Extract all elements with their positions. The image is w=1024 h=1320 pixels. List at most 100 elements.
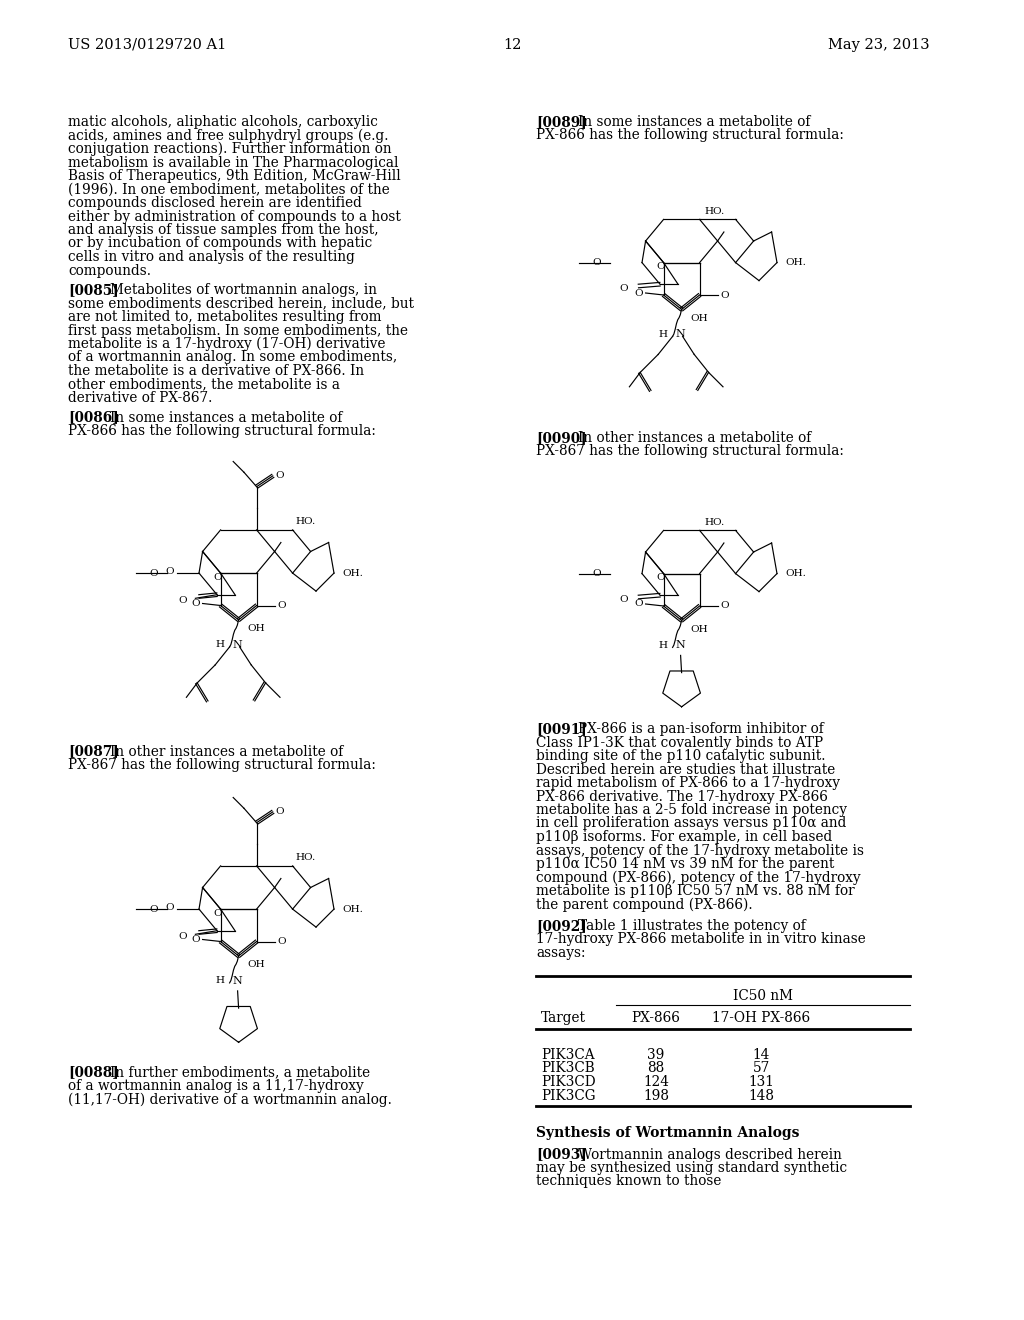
Text: Class IP1-3K that covalently binds to ATP: Class IP1-3K that covalently binds to AT… bbox=[536, 735, 823, 750]
Text: PX-866: PX-866 bbox=[632, 1011, 680, 1026]
Text: conjugation reactions). Further information on: conjugation reactions). Further informat… bbox=[68, 143, 391, 156]
Text: O: O bbox=[618, 595, 628, 603]
Text: some embodiments described herein, include, but: some embodiments described herein, inclu… bbox=[68, 297, 414, 310]
Text: H: H bbox=[658, 642, 668, 649]
Text: O: O bbox=[634, 289, 643, 297]
Text: PIK3CA: PIK3CA bbox=[541, 1048, 595, 1063]
Text: Basis of Therapeutics, 9th Edition, McGraw-Hill: Basis of Therapeutics, 9th Edition, McGr… bbox=[68, 169, 400, 183]
Text: 148: 148 bbox=[748, 1089, 774, 1102]
Text: either by administration of compounds to a host: either by administration of compounds to… bbox=[68, 210, 400, 223]
Text: In other instances a metabolite of: In other instances a metabolite of bbox=[579, 432, 812, 445]
Text: metabolite has a 2-5 fold increase in potency: metabolite has a 2-5 fold increase in po… bbox=[536, 803, 847, 817]
Text: first pass metabolism. In some embodiments, the: first pass metabolism. In some embodimen… bbox=[68, 323, 408, 338]
Text: OH.: OH. bbox=[785, 569, 806, 578]
Text: p110α IC50 14 nM vs 39 nM for the parent: p110α IC50 14 nM vs 39 nM for the parent bbox=[536, 857, 835, 871]
Text: [0088]: [0088] bbox=[68, 1065, 119, 1080]
Text: [0090]: [0090] bbox=[536, 432, 587, 445]
Text: Wortmannin analogs described herein: Wortmannin analogs described herein bbox=[579, 1147, 842, 1162]
Text: OH.: OH. bbox=[342, 569, 362, 578]
Text: N: N bbox=[676, 640, 685, 651]
Text: O: O bbox=[190, 935, 200, 944]
Text: PIK3CG: PIK3CG bbox=[541, 1089, 596, 1102]
Text: metabolism is available in The Pharmacological: metabolism is available in The Pharmacol… bbox=[68, 156, 398, 169]
Text: assays, potency of the 17-hydroxy metabolite is: assays, potency of the 17-hydroxy metabo… bbox=[536, 843, 864, 858]
Text: binding site of the p110 catalytic subunit.: binding site of the p110 catalytic subun… bbox=[536, 748, 825, 763]
Text: Metabolites of wortmannin analogs, in: Metabolites of wortmannin analogs, in bbox=[111, 282, 377, 297]
Text: O: O bbox=[178, 932, 187, 941]
Text: PIK3CD: PIK3CD bbox=[541, 1074, 596, 1089]
Text: [0092]: [0092] bbox=[536, 919, 587, 933]
Text: OH.: OH. bbox=[342, 904, 362, 913]
Text: assays:: assays: bbox=[536, 946, 586, 960]
Text: O: O bbox=[150, 904, 159, 913]
Text: O: O bbox=[656, 263, 665, 271]
Text: 17-hydroxy PX-866 metabolite in in vitro kinase: 17-hydroxy PX-866 metabolite in in vitro… bbox=[536, 932, 865, 946]
Text: matic alcohols, aliphatic alcohols, carboxylic: matic alcohols, aliphatic alcohols, carb… bbox=[68, 115, 378, 129]
Text: IC50 nM: IC50 nM bbox=[733, 990, 793, 1003]
Text: [0085]: [0085] bbox=[68, 282, 119, 297]
Text: p110β isoforms. For example, in cell based: p110β isoforms. For example, in cell bas… bbox=[536, 830, 833, 843]
Text: OH: OH bbox=[247, 624, 264, 634]
Text: N: N bbox=[232, 975, 243, 986]
Text: or by incubation of compounds with hepatic: or by incubation of compounds with hepat… bbox=[68, 236, 373, 251]
Text: O: O bbox=[178, 595, 187, 605]
Text: OH.: OH. bbox=[785, 259, 806, 267]
Text: O: O bbox=[593, 569, 601, 578]
Text: Target: Target bbox=[541, 1011, 586, 1026]
Text: HO.: HO. bbox=[296, 517, 315, 527]
Text: in cell proliferation assays versus p110α and: in cell proliferation assays versus p110… bbox=[536, 817, 847, 830]
Text: PX-866 has the following structural formula:: PX-866 has the following structural form… bbox=[536, 128, 844, 143]
Text: O: O bbox=[721, 290, 729, 300]
Text: O: O bbox=[166, 903, 174, 912]
Text: 198: 198 bbox=[643, 1089, 669, 1102]
Text: [0089]: [0089] bbox=[536, 115, 587, 129]
Text: PX-867 has the following structural formula:: PX-867 has the following structural form… bbox=[536, 445, 844, 458]
Text: may be synthesized using standard synthetic: may be synthesized using standard synthe… bbox=[536, 1162, 847, 1175]
Text: 12: 12 bbox=[503, 38, 521, 51]
Text: Described herein are studies that illustrate: Described herein are studies that illust… bbox=[536, 763, 836, 776]
Text: PX-866 derivative. The 17-hydroxy PX-866: PX-866 derivative. The 17-hydroxy PX-866 bbox=[536, 789, 827, 804]
Text: O: O bbox=[721, 602, 729, 610]
Text: (11,17-OH) derivative of a wortmannin analog.: (11,17-OH) derivative of a wortmannin an… bbox=[68, 1093, 392, 1107]
Text: compounds disclosed herein are identified: compounds disclosed herein are identifie… bbox=[68, 195, 361, 210]
Text: are not limited to, metabolites resulting from: are not limited to, metabolites resultin… bbox=[68, 310, 382, 323]
Text: H: H bbox=[215, 640, 224, 649]
Text: PX-866 has the following structural formula:: PX-866 has the following structural form… bbox=[68, 424, 376, 438]
Text: the parent compound (PX-866).: the parent compound (PX-866). bbox=[536, 898, 753, 912]
Text: OH: OH bbox=[247, 961, 264, 969]
Text: In other instances a metabolite of: In other instances a metabolite of bbox=[111, 744, 344, 759]
Text: 14: 14 bbox=[753, 1048, 770, 1063]
Text: O: O bbox=[275, 471, 285, 480]
Text: of a wortmannin analog. In some embodiments,: of a wortmannin analog. In some embodime… bbox=[68, 351, 397, 364]
Text: In further embodiments, a metabolite: In further embodiments, a metabolite bbox=[111, 1065, 371, 1080]
Text: In some instances a metabolite of: In some instances a metabolite of bbox=[111, 411, 343, 425]
Text: O: O bbox=[656, 573, 665, 582]
Text: [0086]: [0086] bbox=[68, 411, 119, 425]
Text: HO.: HO. bbox=[705, 517, 725, 527]
Text: derivative of PX-867.: derivative of PX-867. bbox=[68, 391, 212, 405]
Text: HO.: HO. bbox=[705, 207, 725, 216]
Text: O: O bbox=[593, 259, 601, 267]
Text: other embodiments, the metabolite is a: other embodiments, the metabolite is a bbox=[68, 378, 340, 392]
Text: cells in vitro and analysis of the resulting: cells in vitro and analysis of the resul… bbox=[68, 249, 355, 264]
Text: 131: 131 bbox=[749, 1074, 774, 1089]
Text: compound (PX-866), potency of the 17-hydroxy: compound (PX-866), potency of the 17-hyd… bbox=[536, 870, 860, 884]
Text: O: O bbox=[278, 937, 287, 946]
Text: (1996). In one embodiment, metabolites of the: (1996). In one embodiment, metabolites o… bbox=[68, 182, 390, 197]
Text: O: O bbox=[618, 284, 628, 293]
Text: N: N bbox=[232, 640, 243, 649]
Text: PX-867 has the following structural formula:: PX-867 has the following structural form… bbox=[68, 758, 376, 772]
Text: May 23, 2013: May 23, 2013 bbox=[828, 38, 930, 51]
Text: O: O bbox=[190, 599, 200, 609]
Text: OH: OH bbox=[690, 314, 708, 323]
Text: techniques known to those: techniques known to those bbox=[536, 1175, 721, 1188]
Text: O: O bbox=[213, 573, 222, 582]
Text: [0087]: [0087] bbox=[68, 744, 119, 759]
Text: H: H bbox=[215, 977, 224, 986]
Text: OH: OH bbox=[690, 624, 708, 634]
Text: metabolite is p110β IC50 57 nM vs. 88 nM for: metabolite is p110β IC50 57 nM vs. 88 nM… bbox=[536, 884, 855, 898]
Text: metabolite is a 17-hydroxy (17-OH) derivative: metabolite is a 17-hydroxy (17-OH) deriv… bbox=[68, 337, 385, 351]
Text: Synthesis of Wortmannin Analogs: Synthesis of Wortmannin Analogs bbox=[536, 1126, 800, 1140]
Text: 39: 39 bbox=[647, 1048, 665, 1063]
Text: Table 1 illustrates the potency of: Table 1 illustrates the potency of bbox=[579, 919, 806, 933]
